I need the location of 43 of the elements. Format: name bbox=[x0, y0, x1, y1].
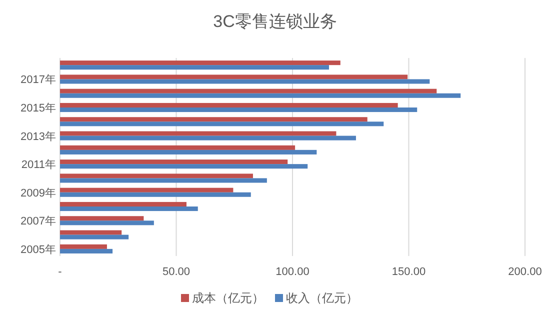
legend-label: 收入（亿元） bbox=[286, 291, 358, 305]
bar bbox=[60, 150, 317, 154]
bar bbox=[60, 79, 430, 84]
bar bbox=[60, 174, 253, 178]
bar bbox=[60, 160, 288, 164]
bar bbox=[60, 230, 122, 235]
bar bbox=[60, 164, 308, 169]
bar bbox=[60, 93, 461, 98]
bar bbox=[60, 117, 368, 122]
bar bbox=[60, 88, 437, 94]
bar bbox=[60, 234, 129, 240]
bar bbox=[60, 145, 296, 150]
bar bbox=[60, 216, 144, 221]
bar bbox=[60, 220, 154, 226]
bar bbox=[60, 108, 418, 112]
bar bbox=[60, 192, 251, 197]
y-tick-label: 2017年 bbox=[20, 74, 56, 86]
x-tick-label: - bbox=[58, 266, 62, 278]
x-tick-label: 150.00 bbox=[392, 266, 426, 278]
bar bbox=[60, 248, 113, 254]
bar bbox=[60, 136, 356, 140]
y-tick-label: 2011年 bbox=[21, 159, 56, 172]
bar bbox=[60, 122, 384, 126]
y-tick-label: 2009年 bbox=[20, 187, 56, 200]
legend-label: 成本（亿元） bbox=[192, 291, 264, 305]
x-tick-label: 50.00 bbox=[162, 266, 190, 278]
bar bbox=[60, 178, 267, 183]
y-tick-label: 2015年 bbox=[20, 102, 56, 114]
y-tick-label: 2013年 bbox=[20, 130, 56, 143]
bar bbox=[60, 65, 330, 70]
chart-title: 3C零售连锁业务 bbox=[213, 12, 337, 31]
bar bbox=[60, 74, 408, 80]
y-tick-label: 2007年 bbox=[20, 216, 56, 228]
bar bbox=[60, 60, 340, 66]
bar bbox=[60, 206, 198, 212]
bar bbox=[60, 131, 336, 136]
x-tick-label: 100.00 bbox=[276, 266, 310, 278]
x-tick-label: 200.00 bbox=[508, 266, 542, 278]
bar bbox=[60, 244, 107, 249]
bar bbox=[60, 188, 234, 192]
bar bbox=[60, 102, 398, 108]
y-tick-label: 2005年 bbox=[20, 244, 56, 256]
bar bbox=[60, 202, 186, 206]
